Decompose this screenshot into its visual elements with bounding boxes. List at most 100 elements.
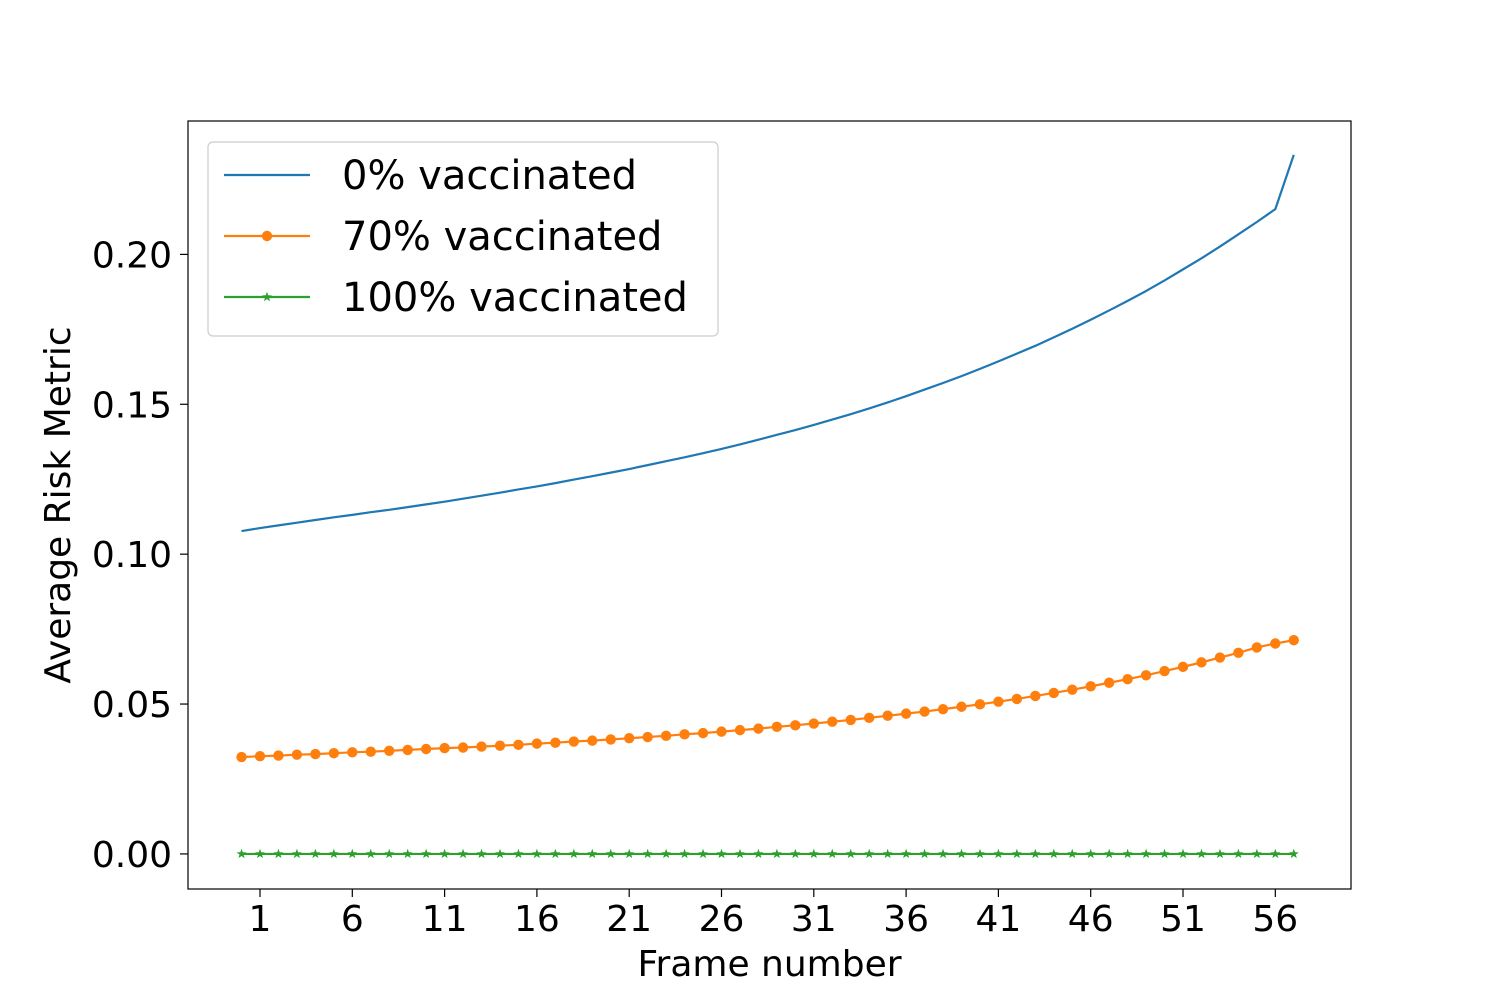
data-point <box>1214 652 1226 663</box>
x-tick-label: 16 <box>514 899 560 940</box>
data-point <box>255 848 265 859</box>
legend-label: 100% vaccinated <box>342 275 688 321</box>
y-tick-label: 0.10 <box>92 535 172 576</box>
data-point <box>1030 848 1041 859</box>
data-point <box>273 750 284 761</box>
data-point <box>513 739 524 751</box>
data-point <box>1159 665 1170 677</box>
plot-area-frame <box>187 120 1352 890</box>
data-point <box>420 743 432 755</box>
data-point <box>864 848 875 859</box>
data-point <box>1140 670 1152 681</box>
data-point <box>402 848 413 859</box>
data-point <box>1067 684 1078 695</box>
x-tick-label: 26 <box>699 899 745 940</box>
data-point <box>236 751 247 763</box>
series-2 <box>236 634 1299 763</box>
data-point <box>1030 690 1041 702</box>
data-point <box>1011 693 1023 705</box>
data-point <box>439 848 450 859</box>
data-point <box>845 848 856 859</box>
data-point <box>771 848 782 859</box>
data-point <box>1085 681 1096 692</box>
data-point <box>1122 673 1133 685</box>
legend-box <box>207 141 719 337</box>
legend-label: 0% vaccinated <box>342 153 637 199</box>
data-point <box>1122 848 1133 859</box>
data-point <box>531 848 542 859</box>
y-tick-label: 0.15 <box>92 385 172 426</box>
data-point <box>1067 848 1078 859</box>
data-point <box>384 848 395 859</box>
data-point <box>1251 642 1263 653</box>
data-point <box>1048 687 1059 699</box>
data-point <box>624 848 635 859</box>
data-point <box>661 848 672 859</box>
legend-entry: 70% vaccinated <box>224 214 662 260</box>
data-point <box>956 848 967 859</box>
y-tick-label: 0.20 <box>92 235 172 276</box>
data-point <box>457 742 469 753</box>
data-point <box>291 749 303 760</box>
data-point <box>476 741 487 752</box>
series-line <box>241 154 1295 533</box>
data-point <box>1159 848 1170 859</box>
legend-label: 70% vaccinated <box>342 214 662 260</box>
data-point <box>901 848 912 859</box>
series-3 <box>236 848 1299 859</box>
x-tick-label: 56 <box>1252 899 1298 940</box>
data-point <box>697 727 709 739</box>
data-point <box>624 733 635 744</box>
data-point <box>1288 848 1299 859</box>
data-point <box>328 848 339 859</box>
data-point <box>808 718 820 729</box>
y-axis: 0.00 0.05 0.10 0.15 0.20 <box>92 235 188 876</box>
data-point <box>827 716 838 727</box>
series-line <box>241 639 1294 759</box>
data-point <box>1214 848 1225 859</box>
x-axis: 1 6 11 16 21 26 31 36 41 46 51 56 <box>249 889 1298 940</box>
data-point <box>734 724 746 736</box>
data-point <box>1233 647 1244 658</box>
x-tick-label: 46 <box>1068 899 1114 940</box>
data-point <box>310 848 321 859</box>
data-point <box>347 848 358 859</box>
data-point <box>937 703 949 715</box>
data-point <box>365 746 376 757</box>
data-point <box>365 848 376 859</box>
data-point <box>328 748 340 759</box>
data-point <box>495 848 505 859</box>
data-point <box>919 848 930 859</box>
data-point <box>402 744 413 756</box>
y-tick-label: 0.00 <box>92 835 172 876</box>
data-point <box>698 848 708 859</box>
data-point <box>421 848 432 859</box>
data-point <box>863 712 875 724</box>
data-point <box>900 708 912 719</box>
data-point <box>1103 677 1115 688</box>
data-point <box>1104 848 1115 859</box>
data-point <box>254 751 266 762</box>
data-point <box>1233 848 1244 859</box>
data-point <box>291 848 302 859</box>
data-point <box>679 729 690 740</box>
data-point <box>476 848 487 859</box>
data-point <box>827 848 838 859</box>
data-point <box>494 740 506 751</box>
data-point <box>808 848 819 859</box>
data-point <box>735 848 745 859</box>
data-point <box>568 848 579 859</box>
data-point <box>1178 848 1188 859</box>
series-1 <box>241 154 1295 533</box>
data-point <box>790 720 801 731</box>
data-point <box>993 696 1004 707</box>
data-point <box>458 848 468 859</box>
data-point <box>550 848 561 859</box>
data-point <box>882 848 893 859</box>
x-tick-label: 36 <box>883 899 929 940</box>
data-point <box>1011 848 1022 859</box>
data-point <box>347 747 358 758</box>
data-point <box>975 848 985 859</box>
data-point <box>882 710 893 721</box>
